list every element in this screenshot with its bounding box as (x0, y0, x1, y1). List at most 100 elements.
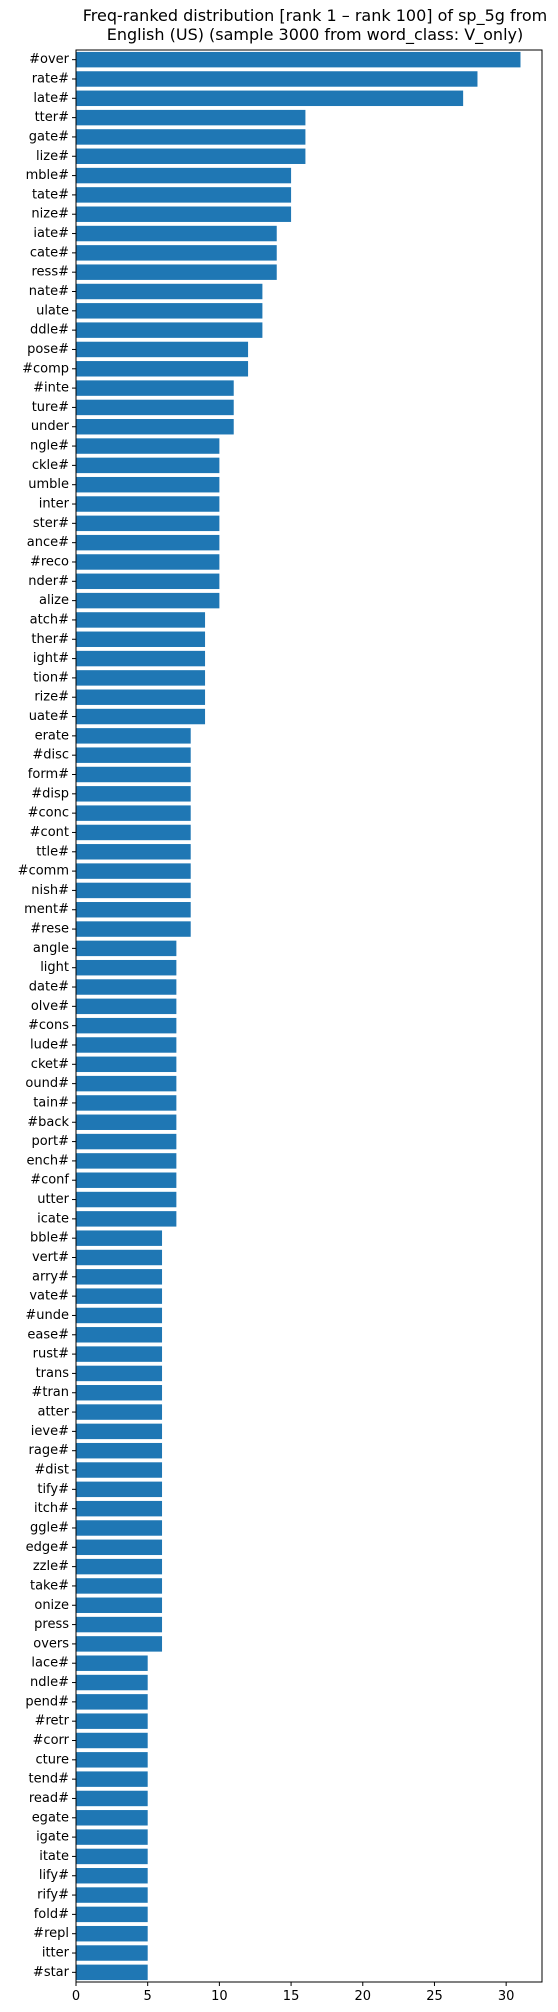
bar (76, 380, 234, 396)
y-tick-label: ture# (32, 400, 69, 415)
bar (76, 1694, 148, 1710)
y-tick-label: tter# (35, 110, 69, 125)
bar (76, 225, 277, 242)
bar (76, 515, 220, 532)
y-tick-label: pend# (25, 1694, 69, 1709)
bar (76, 1578, 163, 1594)
bar (76, 496, 220, 512)
chart-title-line-1: Freq-ranked distribution [rank 1 – rank … (83, 6, 547, 26)
y-tick-label: read# (29, 1791, 69, 1806)
bar (76, 863, 191, 879)
bar (76, 1752, 148, 1768)
bar (76, 1017, 177, 1034)
bar (76, 1500, 163, 1517)
bar (76, 1868, 148, 1884)
bar (76, 534, 220, 551)
x-tick-label: 15 (283, 1989, 300, 2004)
bar (76, 1906, 148, 1923)
bar (76, 1636, 163, 1652)
y-tick-label: rust# (33, 1347, 69, 1362)
y-tick-label: zzle# (33, 1559, 69, 1574)
bar (76, 1848, 148, 1865)
y-tick-label: form# (28, 767, 69, 782)
y-tick-label: port# (31, 1134, 69, 1149)
bar (76, 1114, 177, 1130)
y-tick-label: ress# (32, 265, 70, 280)
x-axis-ticks: 0 5 10 15 20 25 30 (72, 1982, 514, 2004)
bar (76, 1481, 163, 1498)
y-tick-label: #dist (34, 1463, 69, 1478)
y-tick-label: #conc (28, 806, 69, 821)
bar (76, 844, 191, 860)
bar (76, 1230, 163, 1246)
y-tick-label: #disp (31, 786, 69, 801)
bar (76, 476, 220, 493)
bar (76, 1385, 163, 1401)
y-tick-label: gate# (29, 129, 69, 144)
y-tick-label: atch# (30, 612, 69, 627)
y-tick-label: ance# (27, 535, 69, 550)
bar (76, 1713, 148, 1729)
y-tick-label: ench# (26, 1153, 69, 1168)
y-tick-label: #corr (33, 1733, 70, 1748)
bar (76, 1346, 163, 1362)
y-tick-label: cket# (31, 1057, 69, 1072)
bar (76, 921, 191, 937)
bar (76, 747, 191, 763)
plot-frame (75, 49, 543, 1983)
bar (76, 1442, 163, 1459)
y-tick-label: tion# (33, 670, 69, 685)
y-tick-label: ggle# (30, 1520, 69, 1535)
y-tick-label: nize# (31, 207, 69, 222)
bar (76, 109, 306, 126)
y-tick-label: #conf (30, 1173, 69, 1188)
y-tick-label: rize# (34, 690, 69, 705)
bar (76, 824, 191, 841)
y-tick-label: late# (33, 91, 69, 106)
y-tick-label: itch# (34, 1501, 69, 1516)
bar (76, 1674, 148, 1691)
y-tick-label: rate# (32, 71, 69, 86)
y-tick-label: erate (35, 728, 69, 743)
y-tick-label: ngle# (30, 439, 69, 454)
y-tick-label: alize (39, 593, 69, 608)
bar (76, 1597, 163, 1613)
bar (76, 1211, 177, 1227)
y-tick-label: ment# (24, 902, 69, 917)
bar (76, 1249, 163, 1266)
y-tick-label: tend# (29, 1772, 69, 1787)
y-tick-label: rify# (37, 1888, 69, 1903)
bar (76, 1288, 163, 1304)
y-tick-label: cture (35, 1752, 69, 1767)
y-tick-label: trans (36, 1366, 70, 1381)
y-tick-label: lude# (30, 1037, 69, 1052)
y-tick-label: lace# (31, 1656, 69, 1671)
x-tick-label: 10 (211, 1989, 228, 2004)
y-tick-label: light (40, 960, 69, 975)
y-tick-label: atter (37, 1405, 69, 1420)
y-tick-label: arry# (32, 1269, 69, 1284)
bar (76, 1616, 163, 1633)
bar (76, 187, 292, 203)
y-tick-label: tate# (32, 187, 69, 202)
y-tick-label: ease# (27, 1327, 69, 1342)
y-tick-label: utter (37, 1192, 69, 1207)
y-tick-label: bble# (30, 1231, 69, 1246)
y-tick-label: #cons (28, 1018, 69, 1033)
bar (76, 1655, 148, 1671)
bar (76, 1539, 163, 1556)
bar (76, 786, 191, 802)
y-tick-label: ddle# (30, 323, 69, 338)
bar (76, 940, 177, 957)
y-tick-label: itter (42, 1946, 70, 1961)
bar (76, 573, 220, 590)
bar (76, 805, 191, 821)
y-tick-label: ulate (36, 303, 69, 318)
y-tick-label: ound# (25, 1076, 69, 1091)
bar (76, 1810, 148, 1826)
bar (76, 341, 249, 358)
bar (76, 670, 206, 686)
y-tick-label: #over (29, 52, 70, 67)
bar (76, 612, 206, 628)
